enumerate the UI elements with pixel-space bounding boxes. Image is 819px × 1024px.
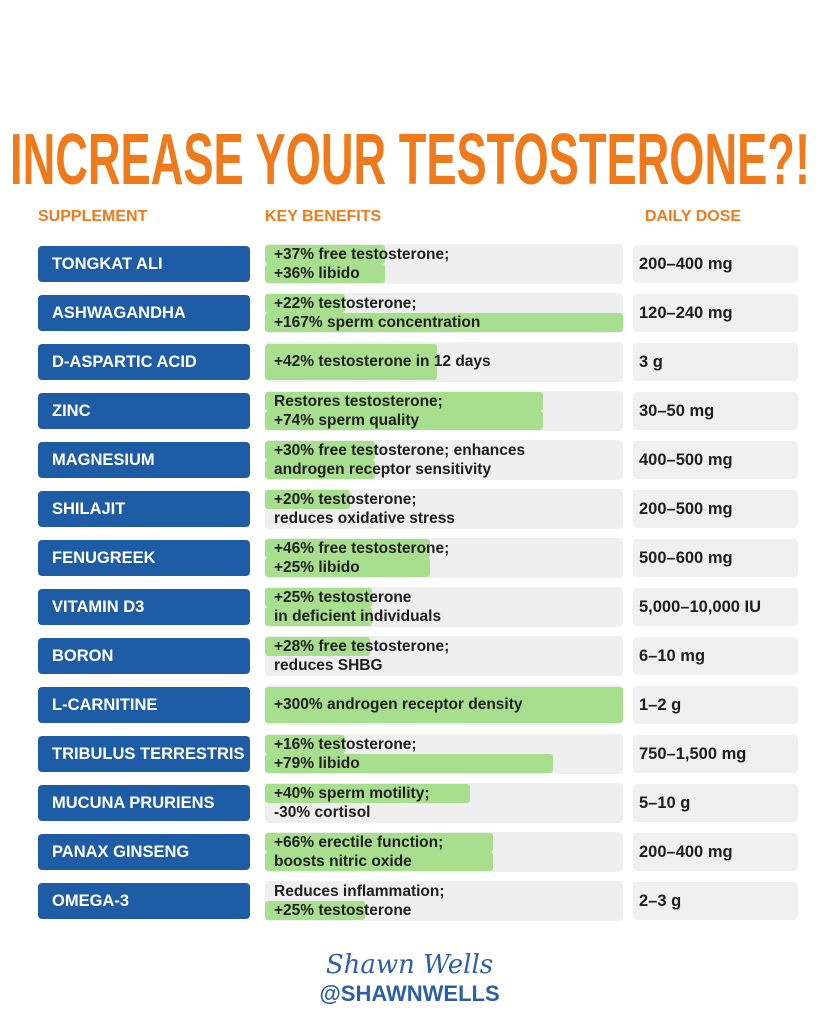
benefit-box: +25% testosterone in deficient individual… — [265, 587, 623, 627]
dose-label: 1–2 g — [633, 686, 798, 724]
highlight-bar — [265, 607, 372, 626]
highlight-bar — [265, 833, 493, 852]
header-benefits: KEY BENEFITS — [265, 208, 382, 225]
dose-label: 500–600 mg — [633, 539, 798, 577]
benefit-text: +46% free testosterone; — [274, 540, 450, 557]
benefit-box: +300% androgen receptor density — [265, 685, 623, 725]
benefit-text: +25% testosterone — [274, 902, 412, 919]
benefit-box: +40% sperm motility; -30% cortisol — [265, 783, 623, 823]
supplement-label: MAGNESIUM — [38, 442, 250, 478]
dose-label: 750–1,500 mg — [633, 735, 798, 773]
supplement-label: ZINC — [38, 393, 250, 429]
benefit-text: androgen receptor sensitivity — [274, 461, 492, 478]
supplement-label: TRIBULUS TERRESTRIS — [38, 736, 250, 772]
benefit-box: +28% free testosterone; reduces SHBG — [265, 636, 623, 676]
dose-label: 120–240 mg — [633, 294, 798, 332]
dose-label: 5,000–10,000 IU — [633, 588, 798, 626]
dose-label: 30–50 mg — [633, 392, 798, 430]
dose-label: 200–400 mg — [633, 833, 798, 871]
benefit-text: +16% testosterone; — [274, 736, 417, 753]
highlight-bar — [265, 313, 623, 332]
benefit-text: +25% testosterone — [274, 589, 412, 606]
highlight-bar — [265, 558, 430, 577]
benefit-text: +167% sperm concentration — [274, 314, 481, 331]
supplement-label: SHILAJIT — [38, 491, 250, 527]
highlight-bar — [265, 392, 543, 411]
supplement-label: BORON — [38, 638, 250, 674]
highlight-bar — [265, 490, 350, 509]
highlight-bar — [265, 539, 430, 558]
dose-label: 200–500 mg — [633, 490, 798, 528]
supplement-label: L-CARNITINE — [38, 687, 250, 723]
supplement-label: VITAMIN D3 — [38, 589, 250, 625]
supplement-label: OMEGA-3 — [38, 883, 250, 919]
highlight-bar — [265, 687, 623, 723]
benefit-box: +66% erectile function; boosts nitric oxi… — [265, 832, 623, 872]
highlight-bar — [265, 637, 370, 656]
benefit-text: +40% sperm motility; — [274, 785, 430, 802]
handle: @SHAWNWELLS — [319, 981, 500, 1006]
benefit-text: +74% sperm quality — [274, 412, 420, 429]
supplement-label: FENUGREEK — [38, 540, 250, 576]
benefit-box: +42% testosterone in 12 days — [265, 342, 623, 382]
benefit-text: Restores testosterone; — [274, 393, 443, 410]
supplement-label: ASHWAGANDHA — [38, 295, 250, 331]
benefit-text: +37% free testosterone; — [274, 246, 450, 263]
supplement-label: MUCUNA PRURIENS — [38, 785, 250, 821]
dose-label: 5–10 g — [633, 784, 798, 822]
benefit-text: +300% androgen receptor density — [274, 696, 523, 713]
benefit-text: +28% free testosterone; — [274, 638, 450, 655]
benefit-text: boosts nitric oxide — [274, 853, 412, 870]
benefit-box: +46% free testosterone; +25% libido — [265, 538, 623, 578]
benefit-text: -30% cortisol — [274, 804, 371, 821]
signature: Shawn Wells — [325, 950, 494, 980]
highlight-bar — [265, 245, 385, 264]
header-dose: DAILY DOSE — [645, 208, 742, 225]
benefit-text: +25% libido — [274, 559, 360, 576]
highlight-bar — [265, 784, 470, 803]
dose-label: 6–10 mg — [633, 637, 798, 675]
highlight-bar — [265, 294, 345, 313]
dose-label: 400–500 mg — [633, 441, 798, 479]
highlight-bar — [265, 735, 345, 754]
header-supplement: SUPPLEMENT — [38, 208, 148, 225]
highlight-bar — [265, 754, 553, 773]
benefit-box: +22% testosterone; +167% sperm concentrat… — [265, 293, 623, 333]
dose-label: 3 g — [633, 343, 798, 381]
title-area: INCREASE YOUR TESTOSTERONE?! — [10, 120, 810, 200]
benefit-box: +37% free testosterone; +36% libido — [265, 244, 623, 284]
dose-label: 2–3 g — [633, 882, 798, 920]
highlight-bar — [265, 588, 372, 607]
highlight-bar — [265, 264, 385, 283]
benefit-box: Restores testosterone; +74% sperm quality — [265, 391, 623, 431]
supplement-label: PANAX GINSENG — [38, 834, 250, 870]
benefit-box: Reduces inflammation; +25% testosterone — [265, 881, 623, 921]
benefit-text: +30% free testosterone; enhances — [274, 442, 526, 459]
benefit-text: +79% libido — [274, 755, 360, 772]
benefit-text: reduces oxidative stress — [274, 510, 455, 527]
highlight-bar — [265, 901, 365, 920]
benefit-text: +36% libido — [274, 265, 360, 282]
benefit-text: +20% testosterone; — [274, 491, 417, 508]
benefit-box: +16% testosterone; +79% libido — [265, 734, 623, 774]
supplement-label: D-ASPARTIC ACID — [38, 344, 250, 380]
highlight-bar — [265, 344, 437, 380]
dose-label: 200–400 mg — [633, 245, 798, 283]
benefit-text: Reduces inflammation; — [274, 883, 445, 900]
highlight-bar — [265, 852, 493, 871]
title: INCREASE YOUR TESTOSTERONE?! — [10, 120, 810, 200]
benefit-text: in deficient individuals — [274, 608, 442, 625]
benefit-text: +22% testosterone; — [274, 295, 417, 312]
benefit-box: +20% testosterone; reduces oxidative stre… — [265, 489, 623, 529]
benefit-text: +66% erectile function; — [274, 834, 444, 851]
highlight-bar — [265, 411, 543, 430]
highlight-bar — [265, 441, 375, 460]
benefit-box: +30% free testosterone; enhances androgen… — [265, 440, 623, 480]
supplement-label: TONGKAT ALI — [38, 246, 250, 282]
benefit-text: +42% testosterone in 12 days — [274, 353, 491, 370]
highlight-bar — [265, 460, 375, 479]
benefit-text: reduces SHBG — [274, 657, 383, 674]
